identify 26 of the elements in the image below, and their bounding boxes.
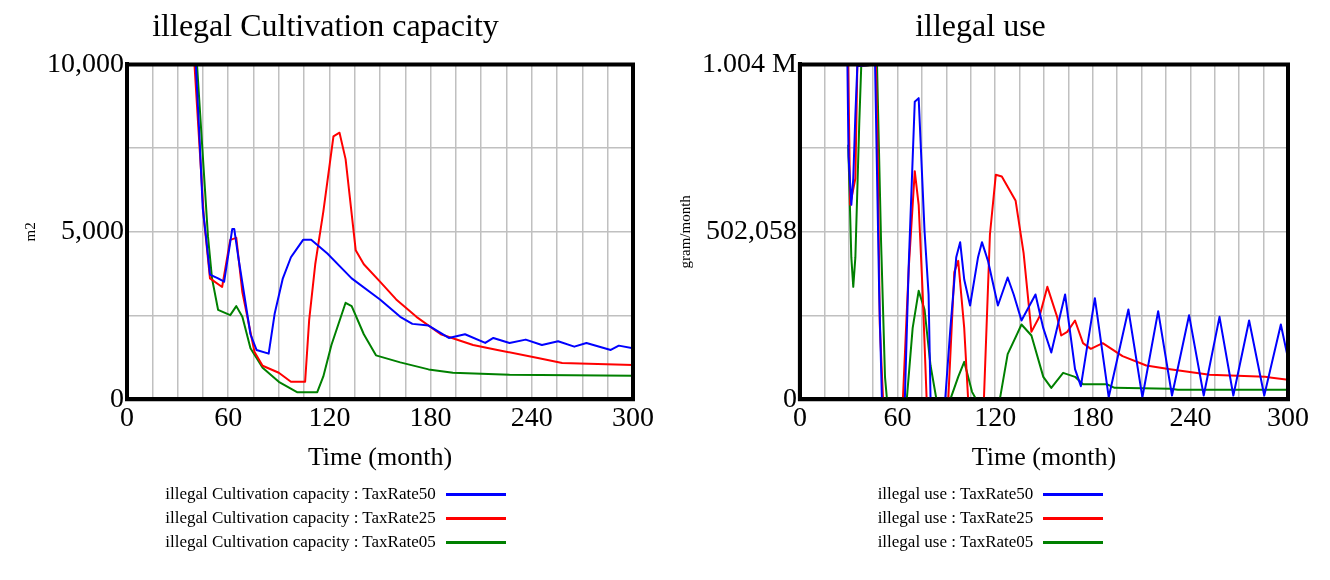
chart-title: illegal Cultivation capacity [152,6,499,43]
x-tick-label: 240 [1169,401,1212,433]
y-tick-label: 10,000 [47,46,124,78]
legend-label: illegal use : TaxRate25 [877,507,1034,529]
x-tick-label: 120 [308,401,351,433]
x-tick-label: 240 [510,401,553,433]
x-tick-label: 120 [974,401,1017,433]
y-tick-label: 5,000 [61,214,124,246]
x-tick-label: 180 [409,401,452,433]
legend-label: illegal Cultivation capacity : TaxRate25 [165,507,436,529]
y-tick-label: 1.004 M [701,46,797,78]
x-tick-label: 300 [1267,401,1309,433]
x-tick-label: 180 [1071,401,1114,433]
y-tick-label: 502,058 [705,214,797,246]
y-axis-title: gram/month [676,194,693,269]
x-tick-label: 60 [883,401,912,433]
x-tick-label: 300 [612,401,654,433]
x-tick-label: 60 [214,401,243,433]
x-axis-title: Time (month) [971,442,1117,472]
y-axis-title: m2 [21,222,38,242]
legend-label: illegal use : TaxRate05 [877,531,1034,553]
legend-label: illegal Cultivation capacity : TaxRate05 [165,531,436,553]
chart-title: illegal use [915,6,1046,43]
legend-label: illegal use : TaxRate50 [877,483,1034,505]
legend-label: illegal Cultivation capacity : TaxRate50 [165,483,436,505]
x-axis-title: Time (month) [307,442,453,472]
